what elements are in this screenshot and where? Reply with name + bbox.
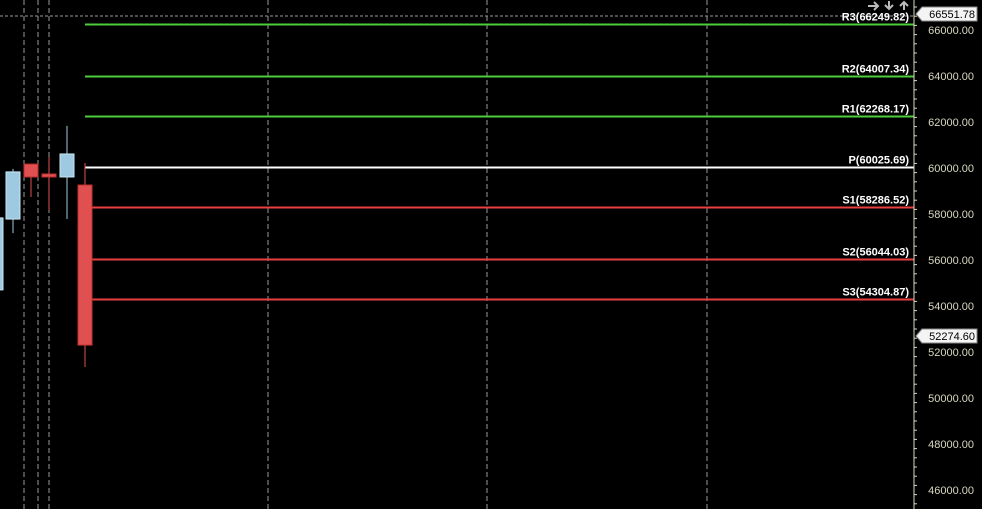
pivot-label: S2(56044.03) bbox=[842, 247, 909, 259]
pivot-label: R1(62268.17) bbox=[842, 104, 910, 116]
candle-body bbox=[23, 163, 39, 178]
y-tick-label: 50000.00 bbox=[928, 393, 974, 405]
candle-body bbox=[77, 184, 93, 346]
y-tick-label: 54000.00 bbox=[928, 301, 974, 313]
candle-body bbox=[0, 217, 4, 291]
price-axis bbox=[914, 0, 982, 509]
pivot-label: R2(64007.34) bbox=[842, 64, 910, 76]
arrow-right-icon bbox=[868, 1, 880, 11]
price-tag-label: 66551.78 bbox=[929, 9, 975, 21]
pivot-label: R3(66249.82) bbox=[842, 12, 910, 24]
candle-body bbox=[5, 171, 21, 220]
price-tag-label: 52274.60 bbox=[929, 331, 975, 343]
pivot-label: P(60025.69) bbox=[848, 155, 909, 167]
y-tick-label: 64000.00 bbox=[928, 71, 974, 83]
y-tick-label: 46000.00 bbox=[928, 485, 974, 497]
y-tick-label: 58000.00 bbox=[928, 209, 974, 221]
arrow-down-icon bbox=[884, 1, 894, 11]
pivot-label: S1(58286.52) bbox=[842, 195, 909, 207]
candle-body bbox=[41, 173, 57, 178]
y-tick-label: 56000.00 bbox=[928, 255, 974, 267]
y-tick-label: 66000.00 bbox=[928, 25, 974, 37]
arrow-up-icon bbox=[899, 0, 909, 10]
candle-body bbox=[59, 153, 75, 178]
y-tick-label: 48000.00 bbox=[928, 439, 974, 451]
y-tick-label: 60000.00 bbox=[928, 163, 974, 175]
price-tag bbox=[915, 328, 978, 344]
price-tag bbox=[915, 6, 978, 22]
y-tick-label: 52000.00 bbox=[928, 347, 974, 359]
y-tick-label: 62000.00 bbox=[928, 117, 974, 129]
pivot-label: S3(54304.87) bbox=[842, 287, 909, 299]
